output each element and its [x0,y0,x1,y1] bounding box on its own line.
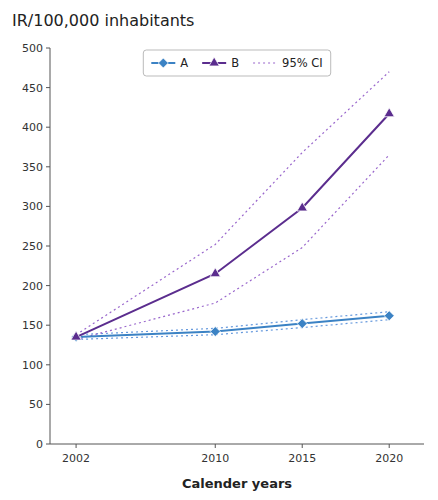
legend-item: 95% CI [253,56,323,70]
x-tick-label: 2010 [201,452,229,465]
point [210,327,220,337]
y-tick [46,444,50,445]
legend-item: A [151,56,188,70]
point [384,108,394,117]
x-tick [389,444,390,448]
x-tick-label: 2015 [288,452,316,465]
legend-label: B [231,56,239,70]
point [297,319,307,329]
y-tick-label: 350 [22,161,43,174]
point [384,311,394,321]
series-line [76,114,389,337]
x-tick-label: 2002 [62,452,90,465]
ci-line [76,72,389,335]
point [297,202,307,211]
y-tick [46,127,50,128]
plot-area [71,72,395,342]
x-axis [50,444,424,445]
legend-marker [158,58,168,68]
legend-item: B [202,56,239,70]
ci-line [76,155,389,340]
y-tick-label: 50 [29,398,43,411]
y-tick [46,87,50,88]
chart: IR/100,000 inhabitants 0 50 100 150 200 250 300… [0,0,438,500]
y-tick [46,48,50,49]
point [210,268,220,277]
y-tick-label: 150 [22,319,43,332]
point [71,331,81,340]
y-tick [46,166,50,167]
legend-box [143,50,330,76]
point [71,332,81,342]
legend-marker [209,57,219,66]
y-tick [46,364,50,365]
y-tick [46,404,50,405]
y-tick [46,246,50,247]
x-tick [215,444,216,448]
y-tick-label: 250 [22,240,43,253]
x-tick-label: 2020 [375,452,403,465]
x-tick [302,444,303,448]
x-axis-label: Calender years [182,476,292,491]
x-tick [76,444,77,448]
y-tick-label: 300 [22,200,43,213]
series-line [76,316,389,337]
y-tick-label: 400 [22,121,43,134]
y-tick-label: 450 [22,82,43,95]
y-tick-label: 500 [22,42,43,55]
legend-label: A [180,56,188,70]
y-tick-label: 100 [22,359,43,372]
legend-swatch [253,62,277,63]
legend: A B 95% CI [143,50,330,76]
y-tick-label: 0 [36,438,43,451]
y-tick-label: 200 [22,280,43,293]
title: IR/100,000 inhabitants [12,11,194,30]
y-tick [46,325,50,326]
y-tick [46,285,50,286]
legend-label: 95% CI [282,56,323,70]
y-tick [46,206,50,207]
